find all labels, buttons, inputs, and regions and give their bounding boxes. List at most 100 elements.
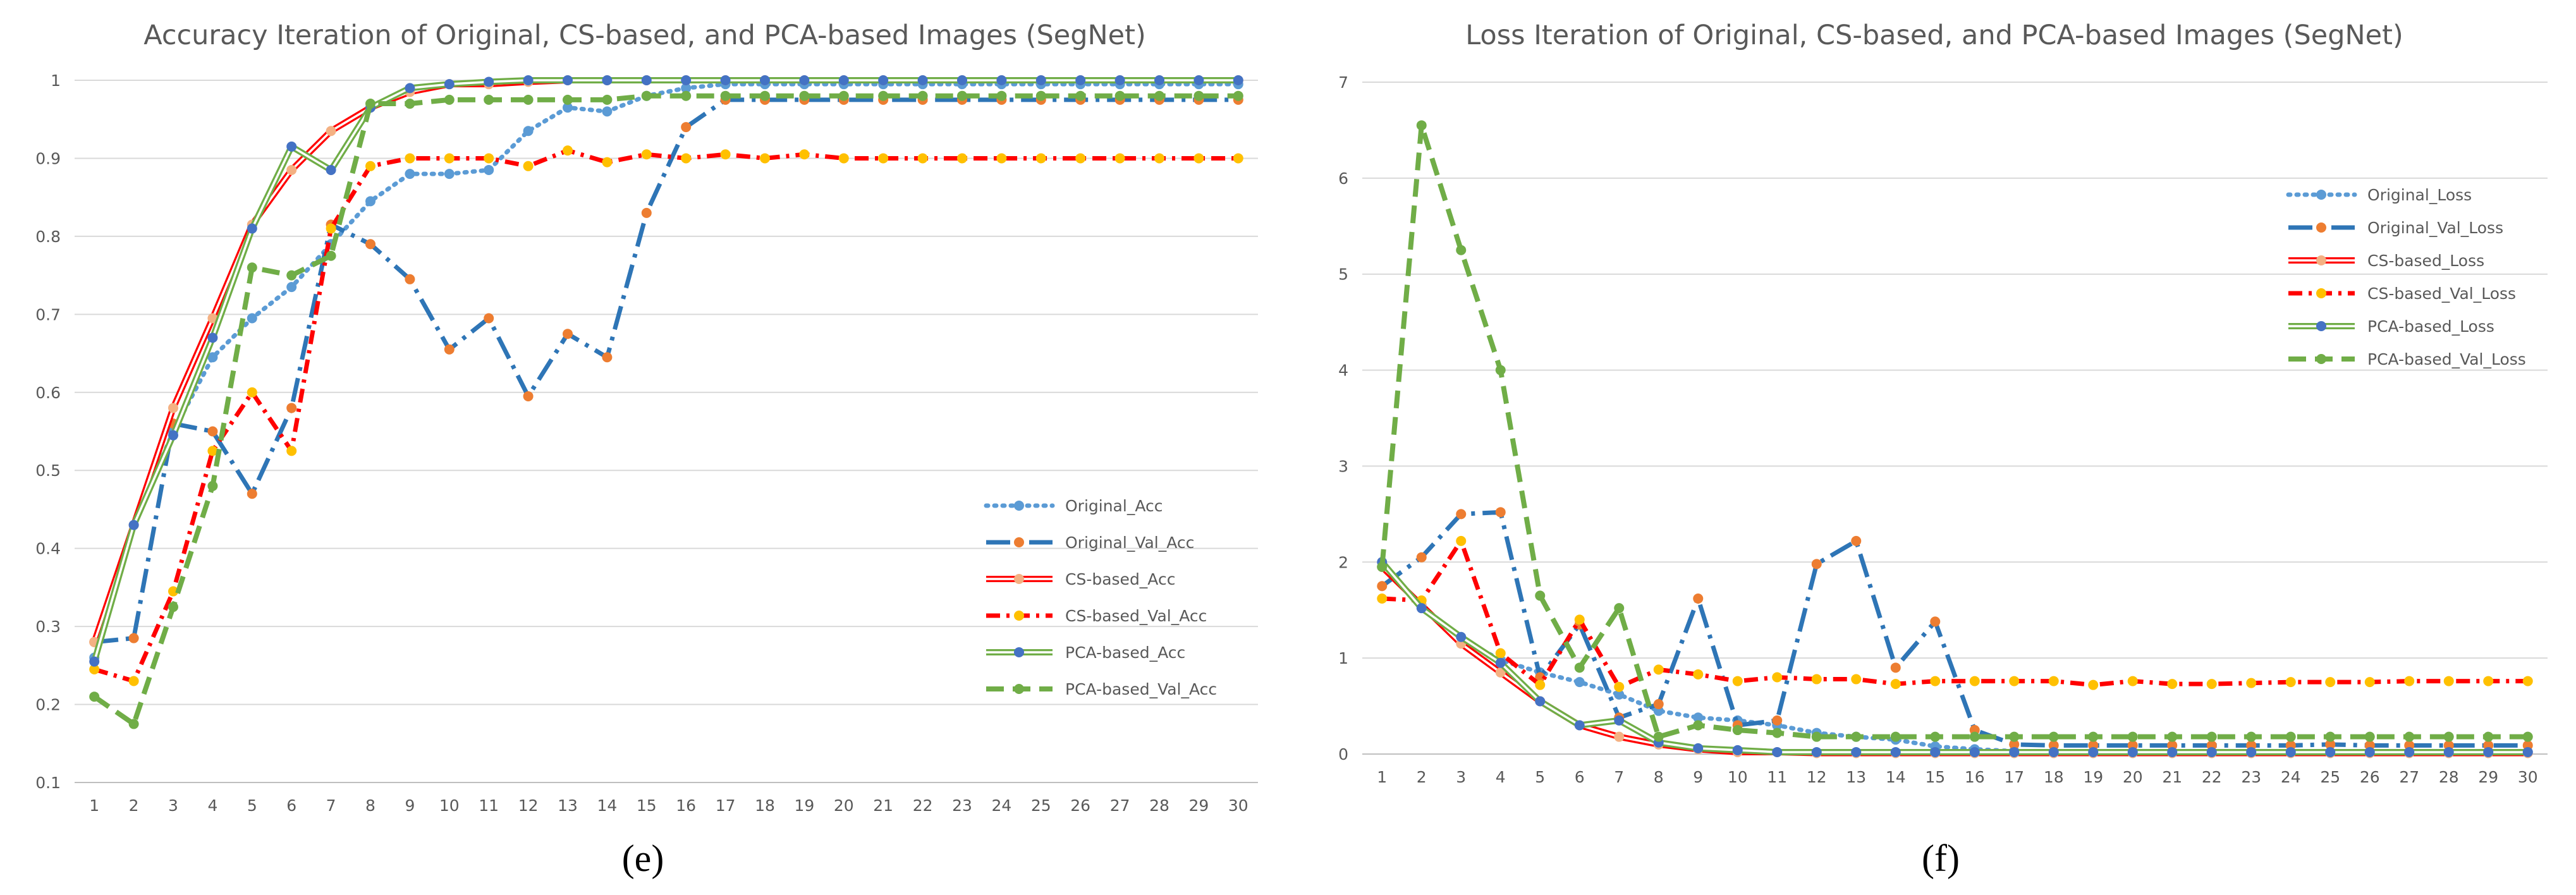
loss-series-original-val-loss [1377, 507, 2533, 751]
accuracy-point-cs-based-val-acc-27 [1114, 153, 1125, 164]
accuracy-point-pca-based-val-acc-3 [168, 602, 178, 612]
loss-point-cs-based-val-loss-18 [2048, 676, 2059, 686]
accuracy-point-pca-based-val-acc-12 [523, 94, 534, 105]
loss-x-tick-13: 13 [1846, 768, 1866, 786]
accuracy-legend-label-cs-based-val-acc: CS-based_Val_Acc [1065, 607, 1207, 625]
accuracy-point-pca-based-val-acc-13 [563, 94, 573, 105]
accuracy-legend-item-pca-based-val-acc: PCA-based_Val_Acc [986, 680, 1217, 698]
accuracy-point-cs-based-val-acc-18 [760, 153, 770, 164]
loss-x-tick-7: 7 [1614, 768, 1624, 786]
accuracy-series-pca-based-val-acc [89, 90, 1243, 729]
loss-point-pca-based-val-loss-25 [2325, 731, 2336, 742]
accuracy-x-tick-6: 6 [286, 796, 296, 815]
accuracy-point-cs-based-acc-4 [207, 313, 218, 324]
accuracy-point-cs-based-val-acc-6 [286, 446, 297, 456]
accuracy-point-pca-based-val-acc-25 [1035, 90, 1046, 101]
accuracy-point-pca-based-acc-16 [681, 75, 692, 85]
accuracy-point-pca-based-acc-21 [878, 75, 889, 85]
loss-point-pca-based-val-loss-14 [1890, 731, 1901, 742]
accuracy-legend-marker-original-val-acc [1014, 537, 1024, 547]
accuracy-point-cs-based-val-acc-12 [523, 161, 534, 171]
accuracy-point-pca-based-val-acc-29 [1193, 90, 1204, 101]
accuracy-y-tick-0-6: 0.6 [35, 384, 61, 402]
caption-f: (f) [1922, 837, 1960, 879]
accuracy-point-pca-based-val-acc-23 [957, 90, 967, 101]
accuracy-point-cs-based-val-acc-1 [89, 664, 100, 675]
accuracy-point-original-val-acc-6 [286, 403, 297, 413]
loss-point-cs-based-val-loss-16 [1969, 676, 1980, 686]
accuracy-x-tick-20: 20 [834, 796, 854, 815]
loss-y-tick-5: 5 [1338, 265, 1348, 284]
accuracy-point-cs-based-val-acc-25 [1035, 153, 1046, 164]
accuracy-x-tick-12: 12 [518, 796, 539, 815]
accuracy-point-original-acc-8 [365, 196, 375, 207]
accuracy-point-pca-based-acc-4 [207, 332, 218, 343]
accuracy-point-pca-based-val-acc-7 [326, 250, 336, 261]
loss-x-tick-16: 16 [1965, 768, 1985, 786]
caption-e: (e) [622, 837, 664, 879]
loss-point-pca-based-loss-24 [2285, 746, 2296, 757]
loss-point-pca-based-loss-18 [2048, 746, 2059, 757]
accuracy-y-tick-0-7: 0.7 [35, 305, 61, 324]
loss-x-tick-26: 26 [2360, 768, 2380, 786]
accuracy-point-pca-based-acc-26 [1075, 75, 1086, 85]
accuracy-x-tick-14: 14 [597, 796, 617, 815]
loss-point-pca-based-val-loss-18 [2048, 731, 2059, 742]
loss-point-cs-based-val-loss-15 [1930, 676, 1941, 686]
accuracy-point-pca-based-val-acc-17 [720, 90, 731, 101]
loss-point-cs-based-val-loss-23 [2246, 678, 2257, 688]
accuracy-legend-item-original-acc: Original_Acc [984, 497, 1163, 515]
loss-point-cs-based-loss-4 [1495, 667, 1506, 678]
loss-point-cs-based-val-loss-20 [2127, 676, 2138, 686]
accuracy-y-tick-0-8: 0.8 [35, 228, 61, 246]
accuracy-point-original-acc-14 [602, 106, 613, 117]
loss-point-cs-based-val-loss-11 [1772, 672, 1783, 683]
loss-point-original-val-loss-8 [1653, 699, 1664, 710]
loss-point-pca-based-loss-4 [1495, 657, 1506, 668]
loss-gridlines [1362, 82, 2548, 755]
accuracy-line-pca-based-val-acc [92, 93, 1238, 727]
accuracy-y-tick-0-9: 0.9 [35, 149, 61, 167]
accuracy-point-pca-based-val-acc-21 [878, 90, 889, 101]
accuracy-point-cs-based-val-acc-29 [1193, 153, 1204, 164]
accuracy-series-cs-based-acc [89, 75, 1243, 647]
loss-point-original-loss-9 [1693, 712, 1704, 723]
loss-point-pca-based-val-loss-3 [1456, 245, 1467, 255]
accuracy-point-pca-based-acc-10 [444, 79, 455, 90]
accuracy-x-tick-24: 24 [991, 796, 1011, 815]
accuracy-point-cs-based-val-acc-22 [917, 153, 928, 164]
accuracy-point-original-val-acc-4 [207, 426, 218, 437]
accuracy-point-cs-based-val-acc-16 [681, 153, 692, 164]
accuracy-x-tick-8: 8 [365, 796, 375, 815]
accuracy-x-tick-3: 3 [168, 796, 178, 815]
loss-point-cs-based-val-loss-9 [1693, 669, 1704, 679]
loss-legend-item-pca-based-val-loss: PCA-based_Val_Loss [2288, 350, 2526, 368]
accuracy-series-cs-based-val-acc [89, 145, 1243, 686]
accuracy-x-tick-1: 1 [89, 796, 99, 815]
loss-point-pca-based-loss-28 [2443, 746, 2454, 757]
accuracy-point-cs-based-val-acc-3 [168, 586, 178, 597]
accuracy-point-pca-based-acc-6 [286, 141, 297, 152]
loss-x-tick-19: 19 [2083, 768, 2103, 786]
accuracy-point-pca-based-val-acc-22 [917, 90, 928, 101]
loss-point-original-val-loss-13 [1851, 535, 1862, 546]
accuracy-x-tick-2: 2 [129, 796, 139, 815]
accuracy-point-pca-based-val-acc-19 [799, 90, 810, 101]
accuracy-point-cs-based-val-acc-15 [641, 149, 652, 160]
loss-x-tick-12: 12 [1807, 768, 1827, 786]
loss-point-pca-based-loss-13 [1851, 746, 1862, 757]
loss-chart: Loss Iteration of Original, CS-based, an… [1338, 20, 2548, 879]
accuracy-series-group [89, 75, 1243, 729]
accuracy-legend-item-original-val-acc: Original_Val_Acc [986, 533, 1194, 552]
accuracy-y-tick-0-5: 0.5 [35, 461, 61, 480]
accuracy-point-cs-based-val-acc-10 [444, 153, 455, 164]
loss-legend: Original_Loss Original_Val_Loss CS-based_L… [2286, 186, 2526, 368]
loss-point-original-loss-6 [1574, 677, 1585, 688]
accuracy-point-pca-based-val-acc-1 [89, 691, 100, 702]
accuracy-point-cs-based-val-acc-11 [484, 153, 494, 164]
accuracy-line-original-acc [92, 82, 1241, 660]
accuracy-point-cs-based-val-acc-23 [957, 153, 967, 164]
loss-y-tick-7: 7 [1338, 73, 1348, 92]
accuracy-x-tick-21: 21 [873, 796, 893, 815]
accuracy-point-pca-based-val-acc-20 [838, 90, 849, 101]
